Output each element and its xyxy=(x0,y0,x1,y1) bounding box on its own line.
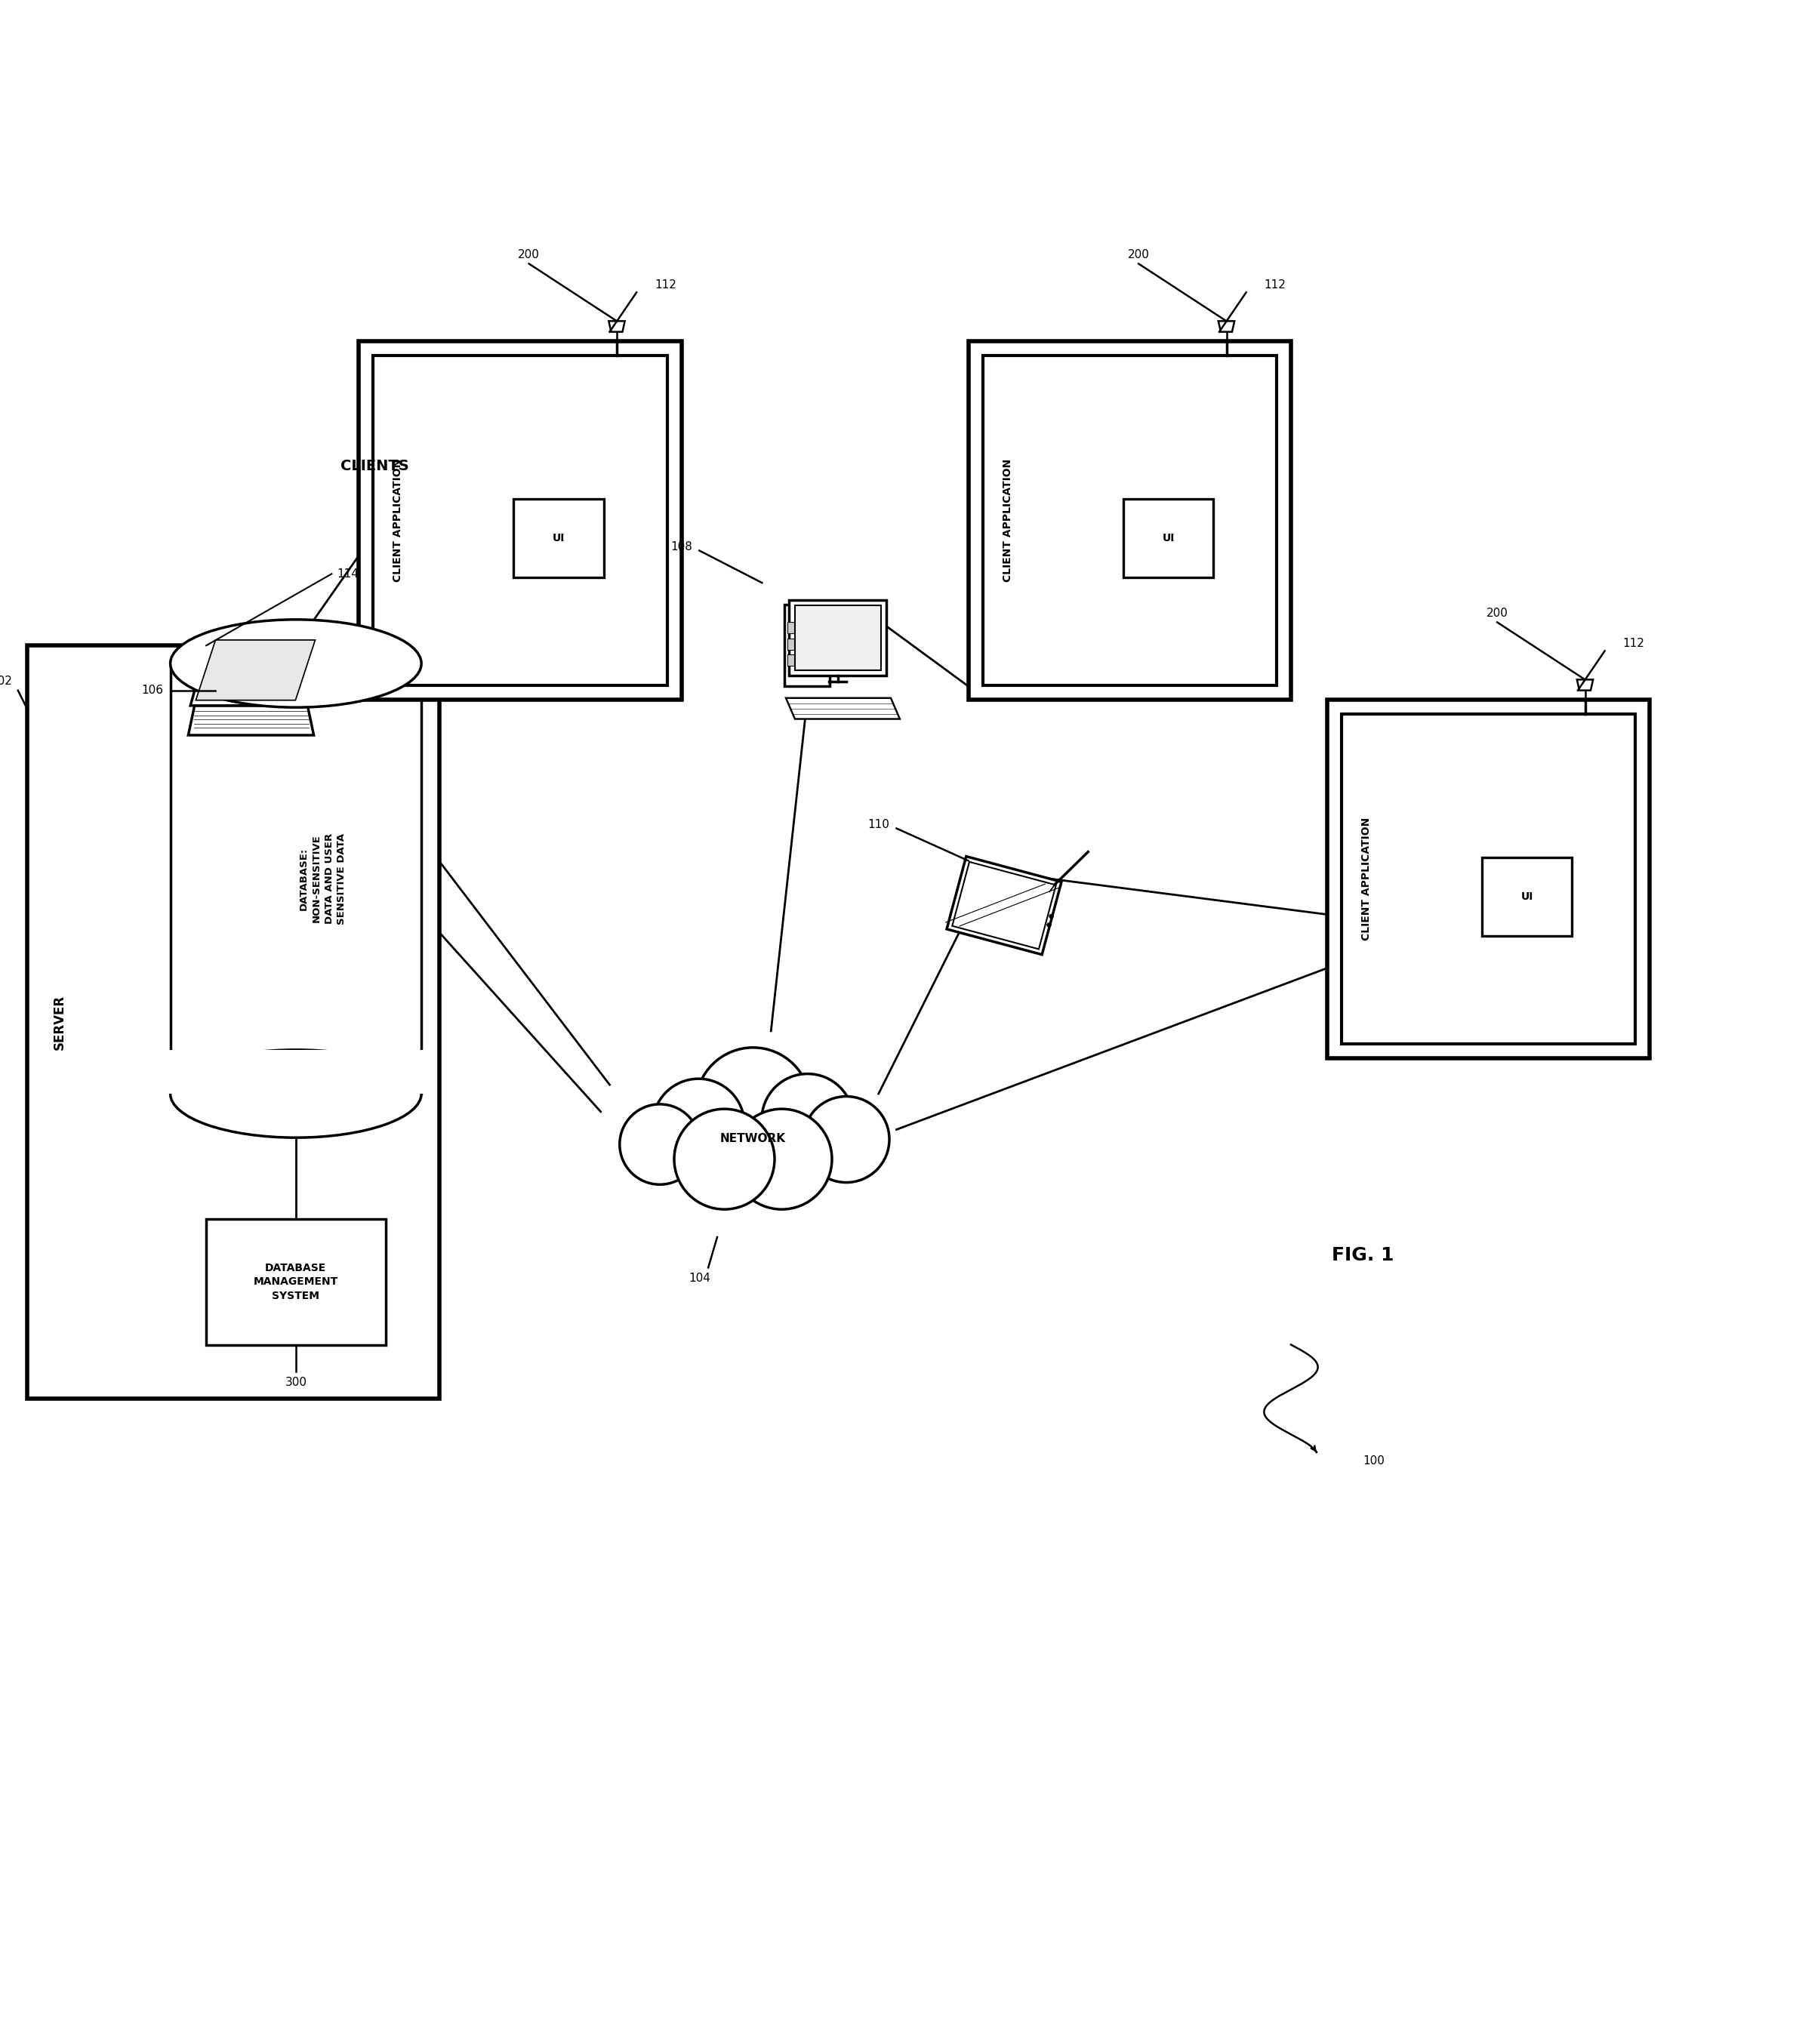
Circle shape xyxy=(732,1110,832,1210)
FancyBboxPatch shape xyxy=(373,356,667,685)
FancyBboxPatch shape xyxy=(968,341,1291,699)
Polygon shape xyxy=(1219,321,1235,331)
FancyBboxPatch shape xyxy=(794,605,880,670)
FancyBboxPatch shape xyxy=(169,1051,423,1094)
Polygon shape xyxy=(1578,679,1594,691)
Text: SERVER: SERVER xyxy=(52,993,66,1051)
Polygon shape xyxy=(190,634,321,705)
FancyBboxPatch shape xyxy=(789,601,886,677)
Circle shape xyxy=(696,1047,810,1163)
FancyBboxPatch shape xyxy=(359,341,681,699)
Text: UI: UI xyxy=(1162,533,1174,544)
Text: 108: 108 xyxy=(671,542,692,552)
FancyBboxPatch shape xyxy=(787,621,827,634)
Text: DATABASE
MANAGEMENT
SYSTEM: DATABASE MANAGEMENT SYSTEM xyxy=(253,1263,339,1302)
Circle shape xyxy=(762,1073,853,1165)
FancyBboxPatch shape xyxy=(513,499,604,576)
Text: CLIENT APPLICATION: CLIENT APPLICATION xyxy=(1002,458,1013,583)
Text: UI: UI xyxy=(1520,891,1533,901)
FancyBboxPatch shape xyxy=(983,356,1277,685)
Text: 300: 300 xyxy=(285,1378,307,1388)
Text: UI: UI xyxy=(552,533,565,544)
Text: 110: 110 xyxy=(868,820,889,830)
FancyBboxPatch shape xyxy=(27,646,439,1398)
Text: FIG. 1: FIG. 1 xyxy=(1332,1247,1393,1263)
Text: 112: 112 xyxy=(1623,638,1644,650)
FancyBboxPatch shape xyxy=(1122,499,1214,576)
FancyBboxPatch shape xyxy=(787,638,827,650)
Text: CLIENT APPLICATION: CLIENT APPLICATION xyxy=(1361,818,1372,940)
Polygon shape xyxy=(195,640,316,701)
Circle shape xyxy=(803,1096,889,1181)
Text: CLIENTS: CLIENTS xyxy=(341,460,409,474)
FancyBboxPatch shape xyxy=(787,654,827,666)
Circle shape xyxy=(620,1104,699,1186)
Text: 104: 104 xyxy=(689,1273,710,1284)
Polygon shape xyxy=(188,705,314,736)
FancyBboxPatch shape xyxy=(1341,713,1635,1044)
Ellipse shape xyxy=(170,619,421,707)
Text: 200: 200 xyxy=(518,249,540,260)
Text: CLIENT APPLICATION: CLIENT APPLICATION xyxy=(393,458,403,583)
Text: 114: 114 xyxy=(337,568,359,580)
FancyBboxPatch shape xyxy=(1327,699,1650,1059)
Text: 112: 112 xyxy=(1264,280,1286,290)
Polygon shape xyxy=(952,863,1056,948)
Text: NETWORK: NETWORK xyxy=(721,1132,785,1145)
Text: 200: 200 xyxy=(1128,249,1149,260)
Polygon shape xyxy=(785,697,900,719)
Circle shape xyxy=(1049,914,1054,918)
Text: 200: 200 xyxy=(1486,607,1508,619)
FancyBboxPatch shape xyxy=(785,605,830,687)
FancyBboxPatch shape xyxy=(1481,856,1572,936)
Polygon shape xyxy=(947,856,1061,955)
Text: 100: 100 xyxy=(1363,1455,1384,1468)
Text: DATABASE:
NON-SENSITIVE
DATA AND USER
SENSITIVE DATA: DATABASE: NON-SENSITIVE DATA AND USER SE… xyxy=(299,832,346,924)
FancyBboxPatch shape xyxy=(206,1218,385,1345)
Text: 102: 102 xyxy=(0,677,13,687)
Circle shape xyxy=(1047,922,1051,928)
Circle shape xyxy=(653,1079,744,1171)
Ellipse shape xyxy=(170,1051,421,1139)
Text: 106: 106 xyxy=(142,685,163,697)
Circle shape xyxy=(674,1110,775,1210)
Text: 112: 112 xyxy=(654,280,676,290)
Polygon shape xyxy=(608,321,626,331)
